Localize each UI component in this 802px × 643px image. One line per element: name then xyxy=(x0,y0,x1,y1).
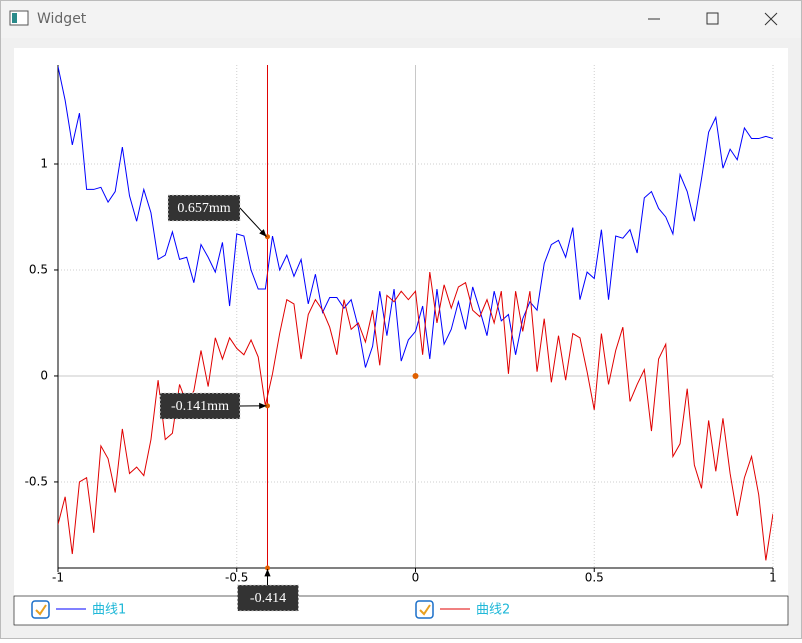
y-tick-label: -0.5 xyxy=(25,474,48,488)
cursor-x-label: -0.414 xyxy=(250,591,286,606)
x-tick-label: 1 xyxy=(769,571,777,585)
x-tick-label: 0.5 xyxy=(585,571,604,585)
y-tick-label: 1 xyxy=(40,156,48,170)
cursor-value-label: -0.141mm xyxy=(171,399,229,414)
legend-checkbox[interactable] xyxy=(32,601,49,618)
origin-marker xyxy=(413,373,419,379)
title-bar xyxy=(1,1,801,38)
x-tick-label: -0.5 xyxy=(225,571,248,585)
x-tick-label: -1 xyxy=(52,571,64,585)
legend-checkbox[interactable] xyxy=(416,601,433,618)
x-tick-label: 0 xyxy=(412,571,420,585)
app-icon xyxy=(10,11,28,25)
window-title: Widget xyxy=(37,11,87,27)
plot-canvas xyxy=(14,48,788,596)
y-tick-label: 0 xyxy=(40,368,48,382)
cursor-value-label: 0.657mm xyxy=(177,201,230,216)
legend-label[interactable]: 曲线2 xyxy=(476,603,510,618)
legend-label[interactable]: 曲线1 xyxy=(92,603,126,618)
legend-box xyxy=(14,596,788,625)
y-tick-label: 0.5 xyxy=(29,262,48,276)
